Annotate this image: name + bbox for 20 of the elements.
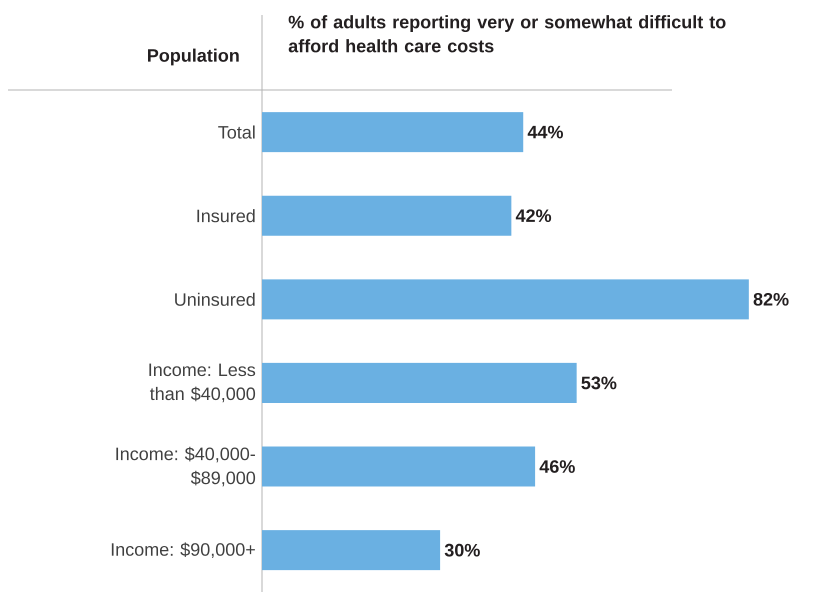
bar xyxy=(262,195,512,236)
data-label: 44% xyxy=(528,125,563,138)
data-label: 42% xyxy=(516,209,552,222)
y-tick-label: Uninsured xyxy=(175,292,255,306)
data-label: 46% xyxy=(540,460,575,473)
bar xyxy=(262,362,577,403)
y-tick-label: Total xyxy=(218,125,255,138)
bar xyxy=(262,446,536,486)
data-label: 30% xyxy=(444,544,480,556)
y-axis-title: Population xyxy=(148,48,239,66)
y-tick-label: Insured xyxy=(197,208,255,222)
y-tick-label: Income: Less than $40,000 xyxy=(149,363,256,402)
data-label: 82% xyxy=(754,292,789,306)
y-tick-label: Income: $90,000+ xyxy=(112,542,255,558)
data-label: 53% xyxy=(581,376,616,390)
chart-title: % of adults reporting very or somewhat difficult to afford health care costs xyxy=(288,14,726,52)
bar xyxy=(262,530,440,570)
y-tick-label: Income: $40,000-$89,000 xyxy=(116,446,256,486)
bar xyxy=(262,279,749,320)
bar xyxy=(262,112,524,152)
